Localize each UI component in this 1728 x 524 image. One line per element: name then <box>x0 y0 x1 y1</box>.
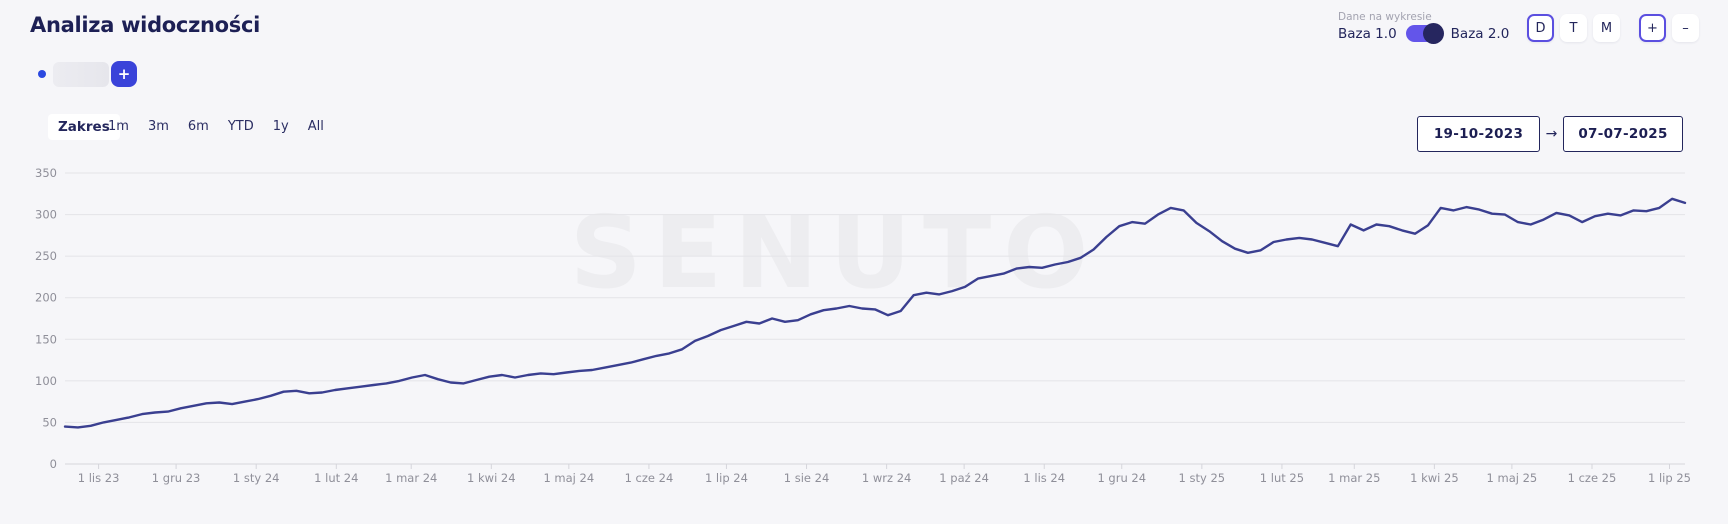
x-axis-label: 1 sty 24 <box>233 471 280 485</box>
x-axis-label: 1 lip 25 <box>1648 471 1691 485</box>
project-pill: + <box>38 61 137 87</box>
x-axis-label: 1 cze 25 <box>1568 471 1617 485</box>
x-axis-label: 1 lut 24 <box>314 471 358 485</box>
range-option-1y[interactable]: 1y <box>272 119 289 134</box>
y-axis-label: 100 <box>35 374 57 388</box>
project-color-dot <box>38 70 46 78</box>
senuto-watermark: SENUTO <box>570 194 1100 311</box>
date-from-input[interactable]: 19-10-2023 <box>1417 116 1540 152</box>
x-axis-label: 1 maj 25 <box>1487 471 1538 485</box>
range-option-3m[interactable]: 3m <box>147 119 169 134</box>
range-options: 1m 3m 6m YTD 1y All <box>108 119 324 134</box>
granularity-button-t[interactable]: T <box>1560 14 1587 42</box>
baza-1-label: Baza 1.0 <box>1338 25 1397 42</box>
y-axis-label: 150 <box>35 332 57 346</box>
date-to-input[interactable]: 07-07-2025 <box>1563 116 1683 152</box>
range-option-6m[interactable]: 6m <box>187 119 209 134</box>
baza-version-toggle[interactable] <box>1405 23 1444 44</box>
x-axis-label: 1 sty 25 <box>1179 471 1226 485</box>
zoom-in-button[interactable]: + <box>1639 14 1666 42</box>
x-axis-label: 1 lis 24 <box>1023 471 1065 485</box>
range-option-all[interactable]: All <box>307 119 324 134</box>
x-axis-label: 1 cze 24 <box>625 471 674 485</box>
range-option-1m[interactable]: 1m <box>108 119 129 134</box>
baza-toggle-row: Baza 1.0 Baza 2.0 <box>1338 23 1510 44</box>
visibility-series-line <box>63 197 1687 429</box>
x-axis-label: 1 lut 25 <box>1260 471 1304 485</box>
page-title: Analiza widoczności <box>30 13 261 37</box>
x-axis-label: 1 gru 23 <box>152 471 201 485</box>
y-axis-label: 0 <box>50 457 57 471</box>
x-axis-label: 1 kwi 25 <box>1410 471 1459 485</box>
x-axis-label: 1 gru 24 <box>1097 471 1146 485</box>
y-axis-label: 300 <box>35 208 57 222</box>
date-range-arrow-icon: → <box>1545 126 1558 142</box>
x-axis-label: 1 mar 24 <box>385 471 437 485</box>
x-axis-label: 1 mar 25 <box>1328 471 1380 485</box>
x-axis-label: 1 kwi 24 <box>467 471 516 485</box>
y-axis-label: 250 <box>35 249 57 263</box>
zoom-out-button[interactable]: – <box>1672 14 1699 42</box>
range-option-ytd[interactable]: YTD <box>227 119 254 134</box>
x-axis-label: 1 sie 24 <box>784 471 830 485</box>
y-axis-label: 50 <box>42 415 57 429</box>
y-axis-label: 350 <box>35 166 57 180</box>
x-axis-label: 1 maj 24 <box>543 471 594 485</box>
date-range: 19-10-2023 → 07-07-2025 <box>1417 116 1683 152</box>
baza-2-label: Baza 2.0 <box>1450 25 1510 42</box>
zoom-group: + – <box>1639 14 1699 42</box>
x-axis-label: 1 wrz 24 <box>862 471 911 485</box>
x-axis-label: 1 lip 24 <box>705 471 748 485</box>
y-axis-label: 200 <box>35 291 57 305</box>
granularity-button-m[interactable]: M <box>1593 14 1620 42</box>
add-project-button[interactable]: + <box>111 61 137 87</box>
x-axis-label: 1 lis 23 <box>78 471 120 485</box>
toggle-knob <box>1422 23 1444 44</box>
x-axis-label: 1 paź 24 <box>939 471 989 485</box>
chart-data-caption: Dane na wykresie <box>1338 11 1432 23</box>
project-name-redacted[interactable] <box>53 61 109 87</box>
range-label: Zakres <box>48 114 120 140</box>
granularity-button-d[interactable]: D <box>1527 14 1554 42</box>
